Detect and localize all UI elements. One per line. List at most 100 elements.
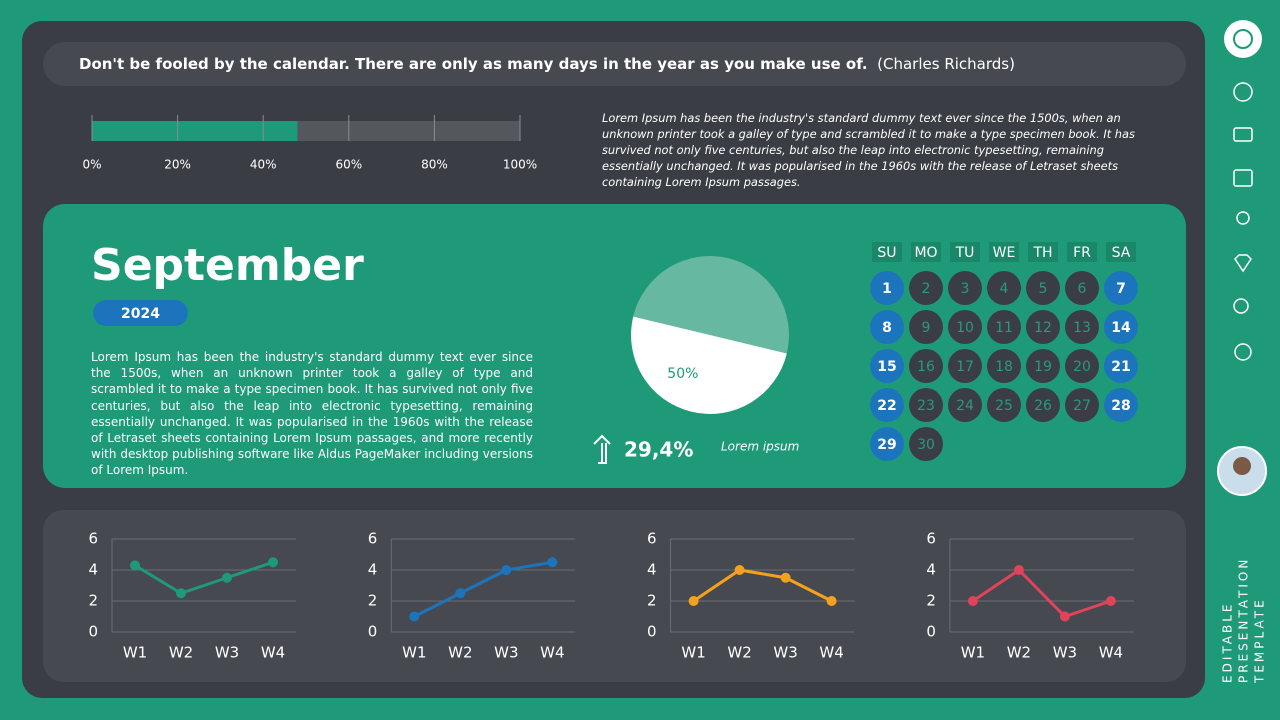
weekday-box (1106, 242, 1136, 262)
y-tick-label: 0 (88, 623, 98, 641)
month-text: Lorem Ipsum has been the industry's stan… (91, 350, 533, 478)
x-tick-label: W3 (773, 644, 797, 662)
icon-clock[interactable] (1233, 82, 1253, 102)
point (1059, 611, 1070, 622)
y-tick-label: 2 (647, 592, 657, 610)
day-circle (1104, 310, 1138, 344)
day-circle (987, 349, 1021, 383)
logo[interactable] (1224, 20, 1262, 58)
weekday-box (989, 242, 1019, 262)
day-circle (909, 310, 943, 344)
weekday: MO (914, 245, 937, 261)
x-tick-label: W2 (1007, 644, 1031, 662)
icon-search[interactable] (1233, 298, 1249, 314)
weekday: FR (1073, 245, 1091, 261)
day-circle (948, 349, 982, 383)
x-tick-label: W1 (123, 644, 147, 662)
icon-diamond[interactable] (1234, 254, 1252, 273)
day: 21 (1111, 359, 1130, 375)
line (134, 560, 274, 595)
sidebar-text: EDITABLE (1221, 602, 1235, 683)
pie-slice (633, 256, 789, 354)
logo-mark (1233, 29, 1253, 49)
day: 24 (956, 398, 974, 414)
y-tick-label: 6 (926, 530, 936, 548)
x-tick-label: W1 (681, 644, 705, 662)
x-tick-label: W4 (819, 644, 843, 662)
point (967, 596, 978, 606)
line (972, 568, 1112, 619)
y-tick-label: 6 (647, 530, 657, 548)
day: 8 (882, 320, 892, 336)
point (501, 565, 512, 575)
point (826, 596, 837, 606)
weekday: SA (1112, 245, 1131, 261)
day: 26 (1034, 398, 1052, 414)
x-tick-label: W3 (215, 644, 239, 662)
day: 2 (922, 281, 931, 297)
x-tick-label: W3 (494, 644, 518, 662)
icon-star[interactable] (1234, 343, 1252, 361)
month-name: September (91, 240, 364, 291)
y-tick-label: 0 (368, 623, 378, 641)
day-circle (1104, 271, 1138, 305)
day-circle (1026, 388, 1060, 422)
day-circle (909, 388, 943, 422)
charts-panel (43, 510, 1186, 682)
point (1013, 565, 1024, 575)
day: 5 (1039, 281, 1048, 297)
sidebar-text: PRESENTATION (1237, 557, 1251, 683)
y-tick-label: 2 (88, 592, 98, 610)
day: 12 (1034, 320, 1052, 336)
weekday-box (1067, 242, 1097, 262)
weekday: TU (955, 245, 975, 261)
day: 28 (1111, 398, 1130, 414)
day-circle (1104, 349, 1138, 383)
point (547, 557, 558, 568)
day-circle (1026, 310, 1060, 344)
weekday: TH (1032, 245, 1052, 261)
weekday-box (1028, 242, 1058, 262)
kpi-label: Lorem ipsum (721, 440, 799, 454)
year: 2024 (121, 306, 160, 322)
icon-users[interactable] (1236, 211, 1250, 225)
y-tick-label: 6 (368, 530, 378, 548)
day: 10 (956, 320, 974, 336)
pie-slice (631, 316, 787, 414)
x-tick-label: 80% (421, 158, 448, 172)
x-tick-label: 100% (503, 158, 537, 172)
day: 9 (922, 320, 931, 336)
day: 14 (1111, 320, 1131, 336)
day: 11 (995, 320, 1013, 336)
day: 16 (917, 359, 935, 375)
icon-calendar[interactable] (1233, 169, 1253, 187)
line (692, 568, 833, 603)
y-tick-label: 0 (926, 623, 936, 641)
quote: Don't be fooled by the calendar. There a… (79, 55, 1015, 73)
day: 25 (995, 398, 1013, 414)
y-tick-label: 4 (88, 561, 98, 579)
y-tick-label: 4 (926, 561, 936, 579)
day: 4 (1000, 281, 1009, 297)
point (176, 588, 186, 599)
y-tick-label: 2 (926, 592, 936, 610)
day-circle (870, 349, 904, 383)
day: 30 (917, 437, 935, 453)
day: 29 (877, 437, 896, 453)
weekday: SU (877, 245, 896, 261)
line (413, 560, 553, 618)
day: 23 (917, 398, 935, 414)
point (130, 560, 140, 571)
icon-briefcase[interactable] (1233, 127, 1253, 142)
point (409, 611, 420, 622)
year-pill (93, 300, 188, 326)
day-circle (1065, 271, 1099, 305)
sidebar (1217, 20, 1267, 496)
day-circle (948, 388, 982, 422)
day: 7 (1116, 281, 1126, 297)
point (780, 572, 791, 583)
x-tick-label: 20% (164, 158, 191, 172)
y-tick-label: 0 (647, 623, 657, 641)
day: 22 (877, 398, 896, 414)
